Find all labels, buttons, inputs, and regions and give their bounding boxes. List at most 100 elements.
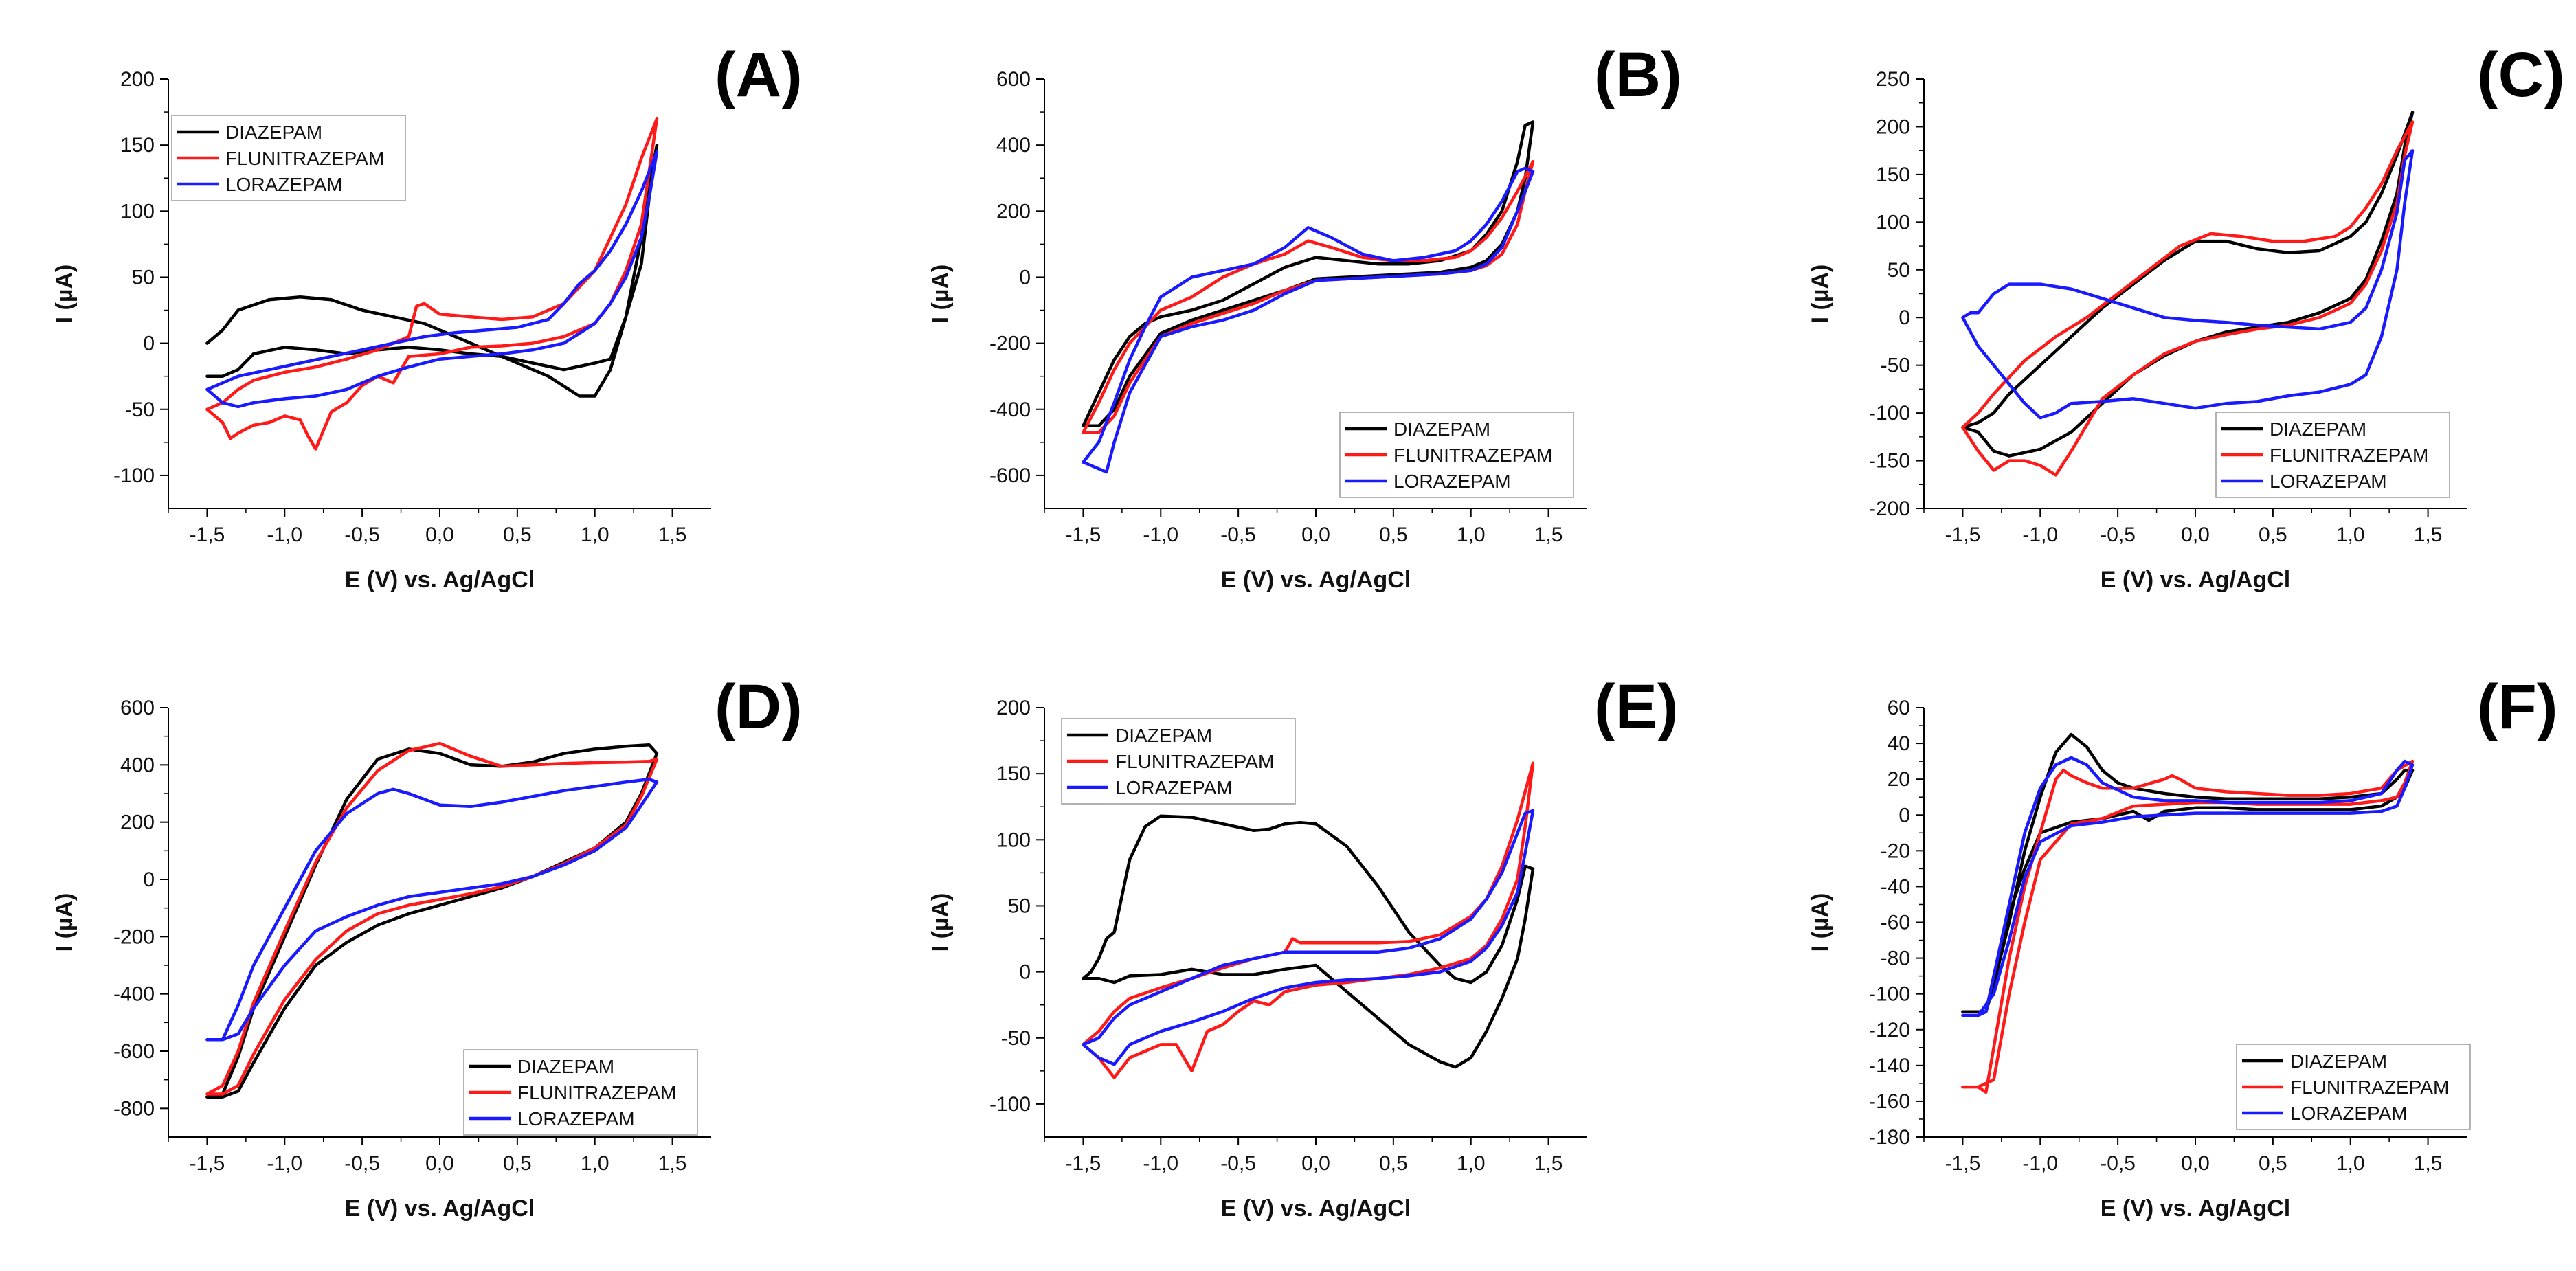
legend-label-flunitrazepam: FLUNITRAZEPAM <box>225 148 384 169</box>
x-tick-label: 1,5 <box>2414 524 2443 546</box>
legend-label-lorazepam: LORAZEPAM <box>517 1108 635 1129</box>
x-tick-label: -0,5 <box>1220 1152 1256 1175</box>
chart-panel-4: -1,5 -1,0 -0,5 0,0 0,5 1,0 1,5 -100 -50 0 50 100 150… <box>928 672 1679 1222</box>
panel-label: (C) <box>2477 40 2565 110</box>
legend: DIAZEPAM FLUNITRAZEPAM LORAZEPAM <box>2236 1044 2471 1130</box>
y-tick-label: 150 <box>1876 164 1910 186</box>
series-line-lorazepam <box>205 777 659 1042</box>
legend-label-flunitrazepam: FLUNITRAZEPAM <box>2290 1077 2449 1098</box>
legend: DIAZEPAM FLUNITRAZEPAM LORAZEPAM <box>2215 412 2450 498</box>
y-tick-label: 100 <box>1876 211 1910 234</box>
y-tick-label: 0 <box>1899 306 1910 329</box>
y-axis-title: I (µA) <box>1807 893 1833 952</box>
y-tick-label: 250 <box>1876 68 1910 91</box>
x-tick-label: -0,5 <box>2100 1152 2136 1175</box>
x-tick-label: -1,5 <box>1945 1152 1981 1175</box>
y-tick-label: -800 <box>113 1097 155 1120</box>
y-tick-label: 0 <box>1899 804 1910 826</box>
x-tick-label: -1,0 <box>267 524 302 546</box>
y-tick-label: 0 <box>1019 266 1031 289</box>
x-tick-label: 1,0 <box>581 1152 609 1175</box>
legend-label-diazepam: DIAZEPAM <box>2270 418 2366 440</box>
x-tick-label: -0,5 <box>2100 524 2136 546</box>
x-tick-label: -1,0 <box>1143 1152 1178 1175</box>
y-tick-label: 50 <box>132 266 155 289</box>
series-line-flunitrazepam <box>1082 159 1535 434</box>
y-tick-label: -100 <box>1869 402 1910 425</box>
x-tick-label: 1,5 <box>658 524 687 546</box>
y-axis-title: I (µA) <box>928 893 954 952</box>
y-tick-label: 200 <box>120 811 155 834</box>
x-tick-label: 0,0 <box>2181 524 2210 546</box>
y-axis-title: I (µA) <box>52 893 78 952</box>
y-tick-label: -400 <box>113 983 155 1006</box>
y-tick-label: 200 <box>1876 115 1910 138</box>
y-tick-label: -400 <box>989 398 1031 421</box>
legend-label-diazepam: DIAZEPAM <box>1115 725 1212 746</box>
panel-label: (E) <box>1594 672 1679 742</box>
y-tick-label: -60 <box>1881 912 1910 934</box>
x-tick-label: -1,0 <box>267 1152 302 1175</box>
legend-label-flunitrazepam: FLUNITRAZEPAM <box>517 1082 676 1103</box>
y-tick-label: 20 <box>1888 768 1910 791</box>
y-tick-label: -200 <box>113 925 155 948</box>
legend-label-flunitrazepam: FLUNITRAZEPAM <box>1115 751 1274 772</box>
x-tick-label: 1,5 <box>1534 524 1563 546</box>
x-tick-label: 0,0 <box>1301 1152 1330 1175</box>
y-tick-label: -120 <box>1869 1019 1910 1042</box>
y-tick-label: 400 <box>996 134 1031 157</box>
x-tick-label: 0,5 <box>503 524 532 546</box>
x-tick-label: 0,0 <box>2181 1152 2210 1175</box>
x-tick-label: -1,5 <box>1066 524 1101 546</box>
x-tick-label: 0,5 <box>2259 1152 2287 1175</box>
legend-label-flunitrazepam: FLUNITRAZEPAM <box>1393 445 1552 466</box>
legend-label-diazepam: DIAZEPAM <box>2290 1050 2387 1072</box>
x-tick-label: -0,5 <box>1220 524 1256 546</box>
x-tick-label: -0,5 <box>344 524 380 546</box>
y-tick-label: -50 <box>1001 1027 1031 1050</box>
x-tick-label: 0,5 <box>1379 524 1408 546</box>
y-tick-label: 50 <box>1008 895 1031 917</box>
x-tick-label: 1,5 <box>1534 1152 1563 1175</box>
y-tick-label: 50 <box>1888 259 1910 282</box>
legend-label-diazepam: DIAZEPAM <box>225 122 322 143</box>
x-tick-label: 1,5 <box>2414 1152 2443 1175</box>
legend-label-lorazepam: LORAZEPAM <box>225 174 343 195</box>
y-tick-label: 150 <box>996 763 1031 785</box>
y-tick-label: -140 <box>1869 1055 1910 1077</box>
x-tick-label: -1,5 <box>1066 1152 1101 1175</box>
legend-box <box>1061 718 1296 805</box>
x-tick-label: 0,0 <box>425 1152 454 1175</box>
y-tick-label: -40 <box>1881 875 1910 898</box>
y-tick-label: -200 <box>989 333 1031 355</box>
series-line-lorazepam <box>1961 148 2415 420</box>
y-tick-label: 150 <box>120 134 155 157</box>
x-tick-label: -1,0 <box>2022 1152 2058 1175</box>
y-tick-label: 100 <box>996 829 1031 851</box>
y-tick-label: 0 <box>143 868 155 891</box>
y-tick-label: 60 <box>1888 697 1910 719</box>
y-tick-label: 100 <box>120 200 155 223</box>
series-line-diazepam <box>205 743 659 1099</box>
legend: DIAZEPAM FLUNITRAZEPAM LORAZEPAM <box>171 115 406 201</box>
y-axis-title: I (µA) <box>52 265 78 324</box>
series-line-diazepam <box>1082 120 1535 428</box>
legend: DIAZEPAM FLUNITRAZEPAM LORAZEPAM <box>463 1049 698 1136</box>
y-tick-label: -100 <box>1869 983 1910 1006</box>
y-tick-label: -50 <box>1881 355 1910 377</box>
y-tick-label: -160 <box>1869 1090 1910 1113</box>
x-axis-title: E (V) vs. Ag/AgCl <box>345 567 535 593</box>
y-axis-title: I (µA) <box>1807 265 1833 324</box>
series-line-lorazepam <box>205 150 659 409</box>
y-tick-label: 200 <box>996 697 1031 719</box>
x-tick-label: -1,5 <box>190 524 225 546</box>
legend-label-lorazepam: LORAZEPAM <box>1115 777 1233 798</box>
legend-label-diazepam: DIAZEPAM <box>1393 418 1490 440</box>
y-tick-label: 0 <box>1019 961 1031 984</box>
y-tick-label: 40 <box>1888 732 1910 755</box>
x-tick-label: 1,5 <box>658 1152 687 1175</box>
x-axis-title: E (V) vs. Ag/AgCl <box>2101 1195 2290 1222</box>
x-tick-label: -0,5 <box>344 1152 380 1175</box>
x-tick-label: 1,0 <box>581 524 609 546</box>
